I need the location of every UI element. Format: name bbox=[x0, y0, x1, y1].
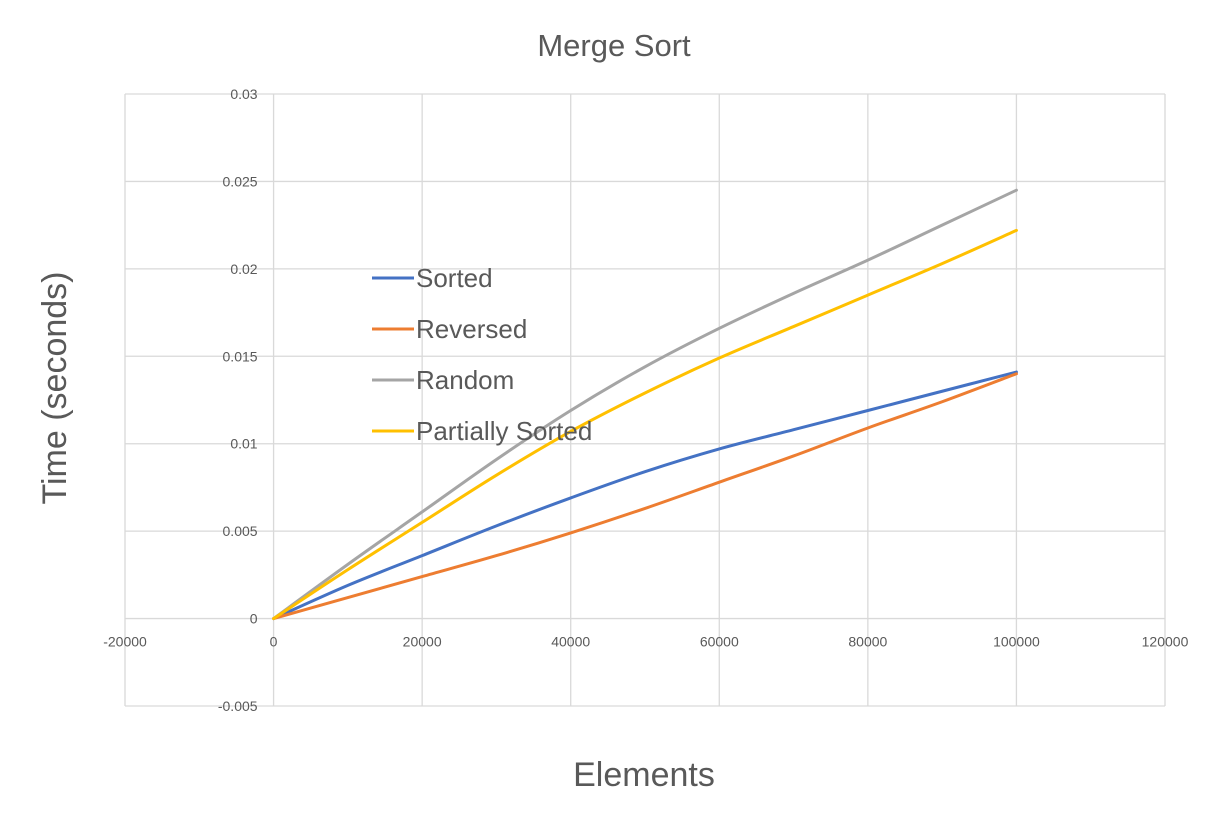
legend-label-partially-sorted: Partially Sorted bbox=[416, 416, 592, 446]
y-tick-label: 0.02 bbox=[230, 261, 257, 277]
legend: Sorted Reversed Random Partially Sorted bbox=[372, 263, 592, 446]
y-axis-title: Time (seconds) bbox=[36, 271, 74, 504]
x-tick-label: 0 bbox=[270, 634, 278, 650]
y-tick-label: 0 bbox=[250, 611, 258, 627]
legend-label-reversed: Reversed bbox=[416, 314, 527, 344]
x-tick-label: 120000 bbox=[1142, 634, 1189, 650]
series-line-sorted bbox=[272, 370, 1018, 621]
y-axis-tick-labels: -0.005 0 0.005 0.01 0.015 0.02 0.025 0.03 bbox=[218, 86, 258, 714]
y-tick-label: 0.03 bbox=[230, 86, 257, 102]
y-tick-label: 0.015 bbox=[223, 348, 258, 364]
x-axis-title: Elements bbox=[573, 756, 715, 794]
y-tick-label: 0.025 bbox=[223, 173, 258, 189]
legend-label-sorted: Sorted bbox=[416, 263, 493, 293]
y-tick-label: -0.005 bbox=[218, 698, 258, 714]
chart-title: Merge Sort bbox=[537, 28, 691, 63]
x-tick-label: -20000 bbox=[103, 634, 147, 650]
y-tick-label: 0.005 bbox=[223, 523, 258, 539]
x-tick-label: 80000 bbox=[848, 634, 887, 650]
series-line-partially-sorted bbox=[272, 228, 1018, 621]
x-tick-label: 100000 bbox=[993, 634, 1040, 650]
series-line-random bbox=[272, 188, 1018, 621]
series-line-reversed bbox=[272, 372, 1018, 621]
x-tick-label: 60000 bbox=[700, 634, 739, 650]
gridlines bbox=[124, 93, 1166, 707]
series-lines bbox=[272, 188, 1018, 621]
x-tick-label: 40000 bbox=[551, 634, 590, 650]
legend-label-random: Random bbox=[416, 365, 514, 395]
x-axis-tick-labels: -20000 0 20000 40000 60000 80000 100000 120000 bbox=[103, 634, 1188, 650]
x-tick-label: 20000 bbox=[403, 634, 442, 650]
y-tick-label: 0.01 bbox=[230, 436, 257, 452]
